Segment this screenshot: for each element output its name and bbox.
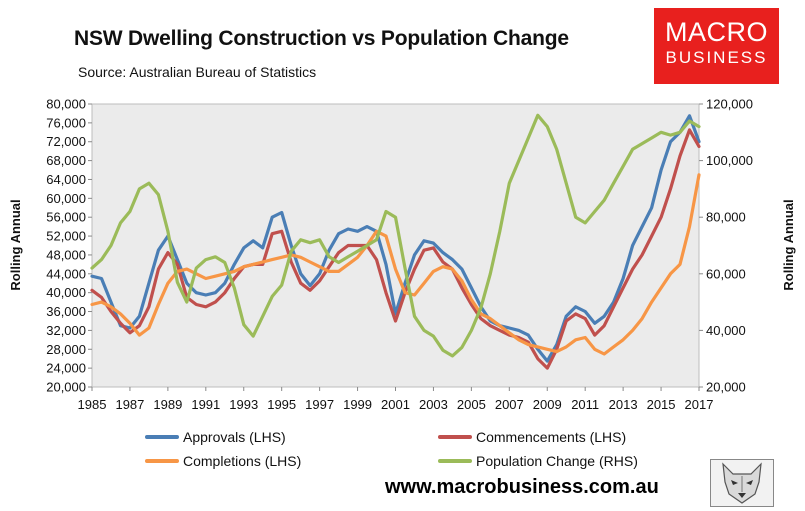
plot-area: [91, 103, 700, 388]
y-left-tick-label: 52,000: [46, 229, 86, 244]
y-left-tick-label: 56,000: [46, 210, 86, 225]
y-left-tick-label: 44,000: [46, 266, 86, 281]
x-tick-label: 2003: [419, 397, 448, 412]
y-left-tick-label: 24,000: [46, 361, 86, 376]
y-right-tick-label: 20,000: [706, 380, 746, 395]
y-left-tick-label: 48,000: [46, 247, 86, 262]
y-axis-left: 20,000 24,000 28,000 32,000 36,000 40,000 44,0…: [46, 97, 92, 395]
y-right-tick-label: 60,000: [706, 266, 746, 281]
logo-line-2: BUSINESS: [665, 48, 768, 67]
y-left-tick-label: 80,000: [46, 97, 86, 112]
x-axis: 1985 1987 1989 1991 1993 1995 1997 1999 2001 2003…: [78, 387, 714, 412]
y-left-tick-label: 72,000: [46, 134, 86, 149]
legend-label: Approvals (LHS): [183, 429, 286, 445]
x-tick-label: 1989: [153, 397, 182, 412]
x-tick-label: 1997: [305, 397, 334, 412]
x-tick-label: 2017: [685, 397, 714, 412]
y-left-tick-label: 28,000: [46, 342, 86, 357]
series-lines: [90, 113, 701, 370]
x-tick-label: 2001: [381, 397, 410, 412]
y-axis-right: 20,000 40,000 60,000 80,000 100,000 120,000: [699, 97, 753, 395]
legend-label: Population Change (RHS): [476, 453, 638, 469]
chart-title: NSW Dwelling Construction vs Population …: [74, 27, 569, 50]
y-right-tick-label: 80,000: [706, 210, 746, 225]
legend-label: Completions (LHS): [183, 453, 301, 469]
y-left-tick-label: 36,000: [46, 304, 86, 319]
x-tick-label: 1991: [191, 397, 220, 412]
chart-source: Source: Australian Bureau of Statistics: [78, 64, 317, 80]
series-line-population-change-rhs: [90, 113, 701, 358]
x-tick-label: 1999: [343, 397, 372, 412]
y-left-tick-label: 20,000: [46, 380, 86, 395]
y-left-tick-label: 64,000: [46, 172, 86, 187]
logo-line-1: MACRO: [665, 17, 768, 47]
x-tick-label: 2013: [609, 397, 638, 412]
y-right-tick-label: 120,000: [706, 97, 753, 112]
x-tick-label: 1987: [115, 397, 144, 412]
y-left-tick-label: 68,000: [46, 153, 86, 168]
y-left-tick-label: 32,000: [46, 323, 86, 338]
y-left-tick-label: 76,000: [46, 115, 86, 130]
series-line-approvals-lhs: [90, 114, 701, 363]
series-line-commencements-lhs: [90, 128, 701, 370]
y-right-tick-label: 100,000: [706, 153, 753, 168]
x-tick-label: 2009: [533, 397, 562, 412]
website-url: www.macrobusiness.com.au: [385, 476, 659, 498]
y-axis-left-title: Rolling Annual: [8, 199, 23, 290]
macrobusiness-logo: MACRO BUSINESS: [654, 8, 779, 84]
legend: Approvals (LHS) Commencements (LHS) Comple…: [145, 429, 638, 469]
y-left-tick-label: 60,000: [46, 191, 86, 206]
wolf-logo-image: [710, 459, 774, 507]
y-axis-right-title: Rolling Annual: [781, 199, 796, 290]
x-tick-label: 1995: [267, 397, 296, 412]
series-line-completions-lhs: [90, 173, 701, 356]
legend-label: Commencements (LHS): [476, 429, 626, 445]
y-left-tick-label: 40,000: [46, 285, 86, 300]
x-tick-label: 2007: [495, 397, 524, 412]
x-tick-label: 2005: [457, 397, 486, 412]
x-tick-label: 1985: [78, 397, 107, 412]
x-tick-label: 2015: [647, 397, 676, 412]
y-right-tick-label: 40,000: [706, 323, 746, 338]
wolf-icon: [722, 462, 762, 504]
x-tick-label: 1993: [229, 397, 258, 412]
x-tick-label: 2011: [571, 397, 599, 412]
